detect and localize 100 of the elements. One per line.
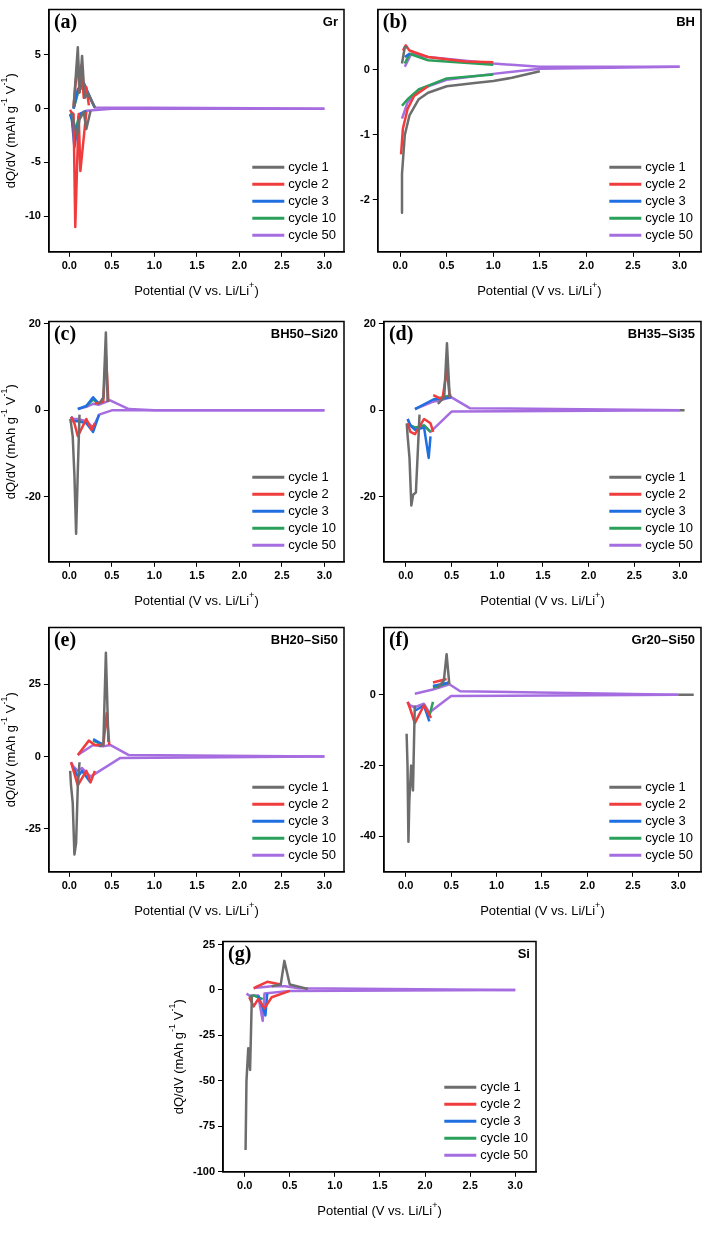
chart-title: BH bbox=[676, 13, 695, 29]
y-tick-label: -2 bbox=[360, 192, 370, 205]
x-tick-label: 1.0 bbox=[485, 259, 501, 272]
y-tick-label: 0 bbox=[363, 63, 370, 76]
legend-label: cycle 3 bbox=[645, 192, 686, 208]
legend-label: cycle 2 bbox=[288, 795, 329, 811]
legend-label: cycle 1 bbox=[288, 468, 329, 484]
y-tick-label: 0 bbox=[369, 403, 376, 416]
x-tick-label: 3.0 bbox=[670, 879, 686, 892]
y-axis-title: dQ/dV (mAh g-1 V-1) bbox=[0, 73, 18, 189]
x-tick-label: 0.0 bbox=[61, 879, 77, 892]
legend-label: cycle 3 bbox=[288, 812, 329, 828]
x-tick-label: 1.0 bbox=[146, 259, 162, 272]
x-tick-label: 3.0 bbox=[671, 259, 688, 272]
x-tick-label: 3.0 bbox=[316, 259, 333, 272]
y-axis-title: dQ/dV (mAh g-1 V-1) bbox=[0, 692, 18, 808]
legend-label: cycle 50 bbox=[288, 846, 337, 862]
x-tick-label: 1.5 bbox=[535, 569, 551, 582]
x-tick-label: 2.0 bbox=[231, 259, 248, 272]
annotation: (g) bbox=[228, 941, 252, 965]
x-tick-label: 1.5 bbox=[534, 879, 550, 892]
y-tick-label: 5 bbox=[34, 47, 41, 60]
legend-label: cycle 50 bbox=[288, 226, 337, 242]
y-axis-title: dQ/dV (mAh g-1 V-1) bbox=[0, 384, 18, 500]
y-tick-label: -20 bbox=[24, 489, 41, 502]
x-tick-label: 2.5 bbox=[274, 569, 290, 582]
x-tick-label: 0.0 bbox=[237, 1179, 253, 1192]
y-tick-label: 0 bbox=[34, 101, 41, 114]
legend-label: cycle 1 bbox=[645, 468, 686, 484]
y-tick-label: -10 bbox=[24, 209, 41, 222]
x-axis-title: Potential (V vs. Li/Li+) bbox=[480, 589, 605, 609]
legend-label: cycle 1 bbox=[288, 158, 329, 174]
y-tick-label: -25 bbox=[199, 1028, 216, 1041]
annotation: (c) bbox=[53, 321, 77, 345]
x-tick-label: 2.5 bbox=[274, 259, 290, 272]
x-tick-label: 0.5 bbox=[104, 879, 120, 892]
chart-title: BH35–Si35 bbox=[627, 325, 695, 341]
legend-label: cycle 10 bbox=[480, 1129, 529, 1145]
legend-label: cycle 10 bbox=[288, 209, 337, 225]
x-tick-label: 0.5 bbox=[104, 259, 120, 272]
legend-label: cycle 1 bbox=[480, 1078, 521, 1094]
x-tick-label: 1.5 bbox=[189, 569, 205, 582]
x-tick-label: 3.0 bbox=[316, 879, 333, 892]
legend-label: cycle 10 bbox=[645, 829, 694, 845]
chart-title: Gr20–Si50 bbox=[631, 631, 695, 647]
legend-label: cycle 10 bbox=[288, 829, 337, 845]
chart-title: Si bbox=[517, 945, 530, 961]
x-tick-label: 0.5 bbox=[443, 569, 460, 582]
legend-label: cycle 1 bbox=[645, 158, 686, 174]
x-tick-label: 0.5 bbox=[443, 879, 459, 892]
x-axis-title: Potential (V vs. Li/Li+) bbox=[317, 1199, 442, 1219]
x-axis-title: Potential (V vs. Li/Li+) bbox=[477, 279, 602, 299]
y-tick-label: 0 bbox=[369, 687, 376, 700]
x-tick-label: 0.0 bbox=[398, 879, 414, 892]
y-tick-label: 0 bbox=[34, 403, 41, 416]
annotation: (d) bbox=[388, 321, 414, 345]
legend-label: cycle 50 bbox=[480, 1146, 529, 1162]
x-tick-label: 1.0 bbox=[489, 569, 505, 582]
x-tick-label: 2.0 bbox=[231, 569, 248, 582]
y-axis-title: dQ/dV (mAh g-1 V-1) bbox=[167, 999, 186, 1115]
y-tick-label: 25 bbox=[28, 677, 41, 690]
x-tick-label: 0.0 bbox=[398, 569, 414, 582]
legend-label: cycle 2 bbox=[480, 1095, 521, 1111]
y-tick-label: -75 bbox=[199, 1119, 216, 1132]
x-axis-title: Potential (V vs. Li/Li+) bbox=[134, 589, 259, 609]
chart-title: Gr bbox=[322, 13, 338, 29]
legend-label: cycle 10 bbox=[645, 209, 694, 225]
y-tick-label: 0 bbox=[34, 749, 41, 762]
x-tick-label: 3.0 bbox=[507, 1179, 523, 1192]
x-tick-label: 2.5 bbox=[625, 879, 641, 892]
x-tick-label: 2.5 bbox=[274, 879, 290, 892]
x-tick-label: 1.5 bbox=[532, 259, 548, 272]
x-axis-title: Potential (V vs. Li/Li+) bbox=[480, 899, 605, 919]
x-tick-label: 0.0 bbox=[61, 569, 77, 582]
x-tick-label: 3.0 bbox=[672, 569, 688, 582]
legend-label: cycle 2 bbox=[645, 175, 686, 191]
y-tick-label: 25 bbox=[202, 937, 216, 950]
x-tick-label: 1.0 bbox=[146, 569, 162, 582]
x-axis-title: Potential (V vs. Li/Li+) bbox=[134, 899, 259, 919]
x-tick-label: 2.0 bbox=[231, 879, 248, 892]
legend-label: cycle 10 bbox=[288, 519, 337, 535]
x-tick-label: 1.0 bbox=[327, 1179, 343, 1192]
legend-label: cycle 50 bbox=[645, 846, 694, 862]
legend-label: cycle 50 bbox=[645, 536, 694, 552]
y-tick-label: -50 bbox=[199, 1073, 216, 1086]
x-tick-label: 2.0 bbox=[579, 879, 596, 892]
annotation: (a) bbox=[53, 9, 78, 33]
y-tick-label: -40 bbox=[359, 829, 376, 842]
legend-label: cycle 3 bbox=[645, 812, 686, 828]
x-tick-label: 0.0 bbox=[61, 259, 77, 272]
legend-label: cycle 2 bbox=[645, 795, 686, 811]
x-axis-title: Potential (V vs. Li/Li+) bbox=[134, 279, 259, 299]
y-tick-label: 20 bbox=[363, 316, 376, 329]
x-tick-label: 0.5 bbox=[282, 1179, 298, 1192]
chart-title: BH20–Si50 bbox=[270, 631, 338, 647]
y-tick-label: -5 bbox=[31, 155, 41, 168]
x-tick-label: 2.5 bbox=[626, 569, 642, 582]
x-tick-label: 0.5 bbox=[439, 259, 455, 272]
x-tick-label: 1.0 bbox=[488, 879, 505, 892]
x-tick-label: 2.0 bbox=[417, 1179, 433, 1192]
